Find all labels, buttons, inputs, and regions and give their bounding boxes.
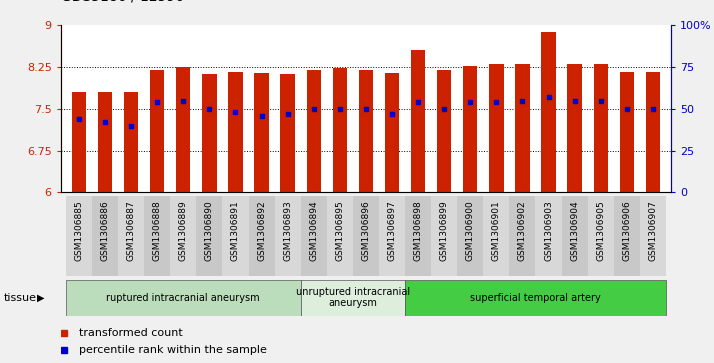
Bar: [516, 64, 530, 192]
Text: GSM1306902: GSM1306902: [518, 200, 527, 261]
Text: GSM1306889: GSM1306889: [178, 200, 188, 261]
Text: GSM1306899: GSM1306899: [440, 200, 448, 261]
Bar: [150, 70, 164, 192]
Text: GSM1306903: GSM1306903: [544, 200, 553, 261]
Text: GSM1306905: GSM1306905: [596, 200, 605, 261]
Bar: [228, 72, 243, 192]
Bar: [588, 196, 614, 276]
Bar: [327, 196, 353, 276]
Bar: [333, 68, 347, 192]
Text: GSM1306892: GSM1306892: [257, 200, 266, 261]
Bar: [620, 72, 634, 192]
Text: GSM1306901: GSM1306901: [492, 200, 501, 261]
Text: GDS5186 / 12596: GDS5186 / 12596: [61, 0, 183, 4]
Text: GSM1306888: GSM1306888: [153, 200, 161, 261]
Text: GSM1306895: GSM1306895: [336, 200, 344, 261]
Bar: [431, 196, 457, 276]
Bar: [72, 91, 86, 192]
Bar: [176, 67, 191, 192]
Bar: [614, 196, 640, 276]
Bar: [593, 64, 608, 192]
Text: GSM1306893: GSM1306893: [283, 200, 292, 261]
Text: GSM1306886: GSM1306886: [101, 200, 109, 261]
Bar: [385, 73, 399, 192]
Text: GSM1306900: GSM1306900: [466, 200, 475, 261]
Bar: [202, 74, 216, 192]
Bar: [568, 64, 582, 192]
Bar: [457, 196, 483, 276]
Bar: [144, 196, 170, 276]
Bar: [301, 280, 405, 316]
Bar: [463, 66, 478, 192]
Text: GSM1306885: GSM1306885: [74, 200, 84, 261]
Text: unruptured intracranial
aneurysm: unruptured intracranial aneurysm: [296, 287, 410, 309]
Text: ▶: ▶: [37, 293, 45, 303]
Bar: [536, 196, 562, 276]
Bar: [98, 91, 112, 192]
Text: percentile rank within the sample: percentile rank within the sample: [79, 345, 266, 355]
Bar: [645, 72, 660, 192]
Bar: [124, 92, 139, 192]
Text: GSM1306897: GSM1306897: [388, 200, 396, 261]
Bar: [301, 196, 327, 276]
Bar: [562, 196, 588, 276]
Bar: [405, 196, 431, 276]
Bar: [66, 280, 301, 316]
Text: superficial temporal artery: superficial temporal artery: [470, 293, 601, 303]
Bar: [223, 196, 248, 276]
Bar: [405, 280, 666, 316]
Bar: [275, 196, 301, 276]
Bar: [66, 196, 92, 276]
Bar: [196, 196, 223, 276]
Text: GSM1306894: GSM1306894: [309, 200, 318, 261]
Text: GSM1306890: GSM1306890: [205, 200, 214, 261]
Text: GSM1306906: GSM1306906: [623, 200, 631, 261]
Bar: [379, 196, 405, 276]
Text: transformed count: transformed count: [79, 328, 182, 338]
Bar: [483, 196, 509, 276]
Text: GSM1306898: GSM1306898: [413, 200, 423, 261]
Text: GSM1306896: GSM1306896: [361, 200, 371, 261]
Bar: [306, 70, 321, 192]
Bar: [92, 196, 118, 276]
Bar: [118, 196, 144, 276]
Bar: [411, 50, 426, 192]
Bar: [509, 196, 536, 276]
Bar: [489, 64, 503, 192]
Bar: [353, 196, 379, 276]
Text: GSM1306887: GSM1306887: [126, 200, 136, 261]
Bar: [248, 196, 275, 276]
Bar: [437, 70, 451, 192]
Text: ruptured intracranial aneurysm: ruptured intracranial aneurysm: [106, 293, 260, 303]
Bar: [640, 196, 666, 276]
Text: GSM1306891: GSM1306891: [231, 200, 240, 261]
Bar: [281, 74, 295, 192]
Bar: [541, 32, 555, 192]
Bar: [170, 196, 196, 276]
Bar: [254, 73, 268, 192]
Bar: [358, 70, 373, 192]
Text: tissue: tissue: [4, 293, 36, 303]
Text: GSM1306904: GSM1306904: [570, 200, 579, 261]
Text: GSM1306907: GSM1306907: [648, 200, 658, 261]
